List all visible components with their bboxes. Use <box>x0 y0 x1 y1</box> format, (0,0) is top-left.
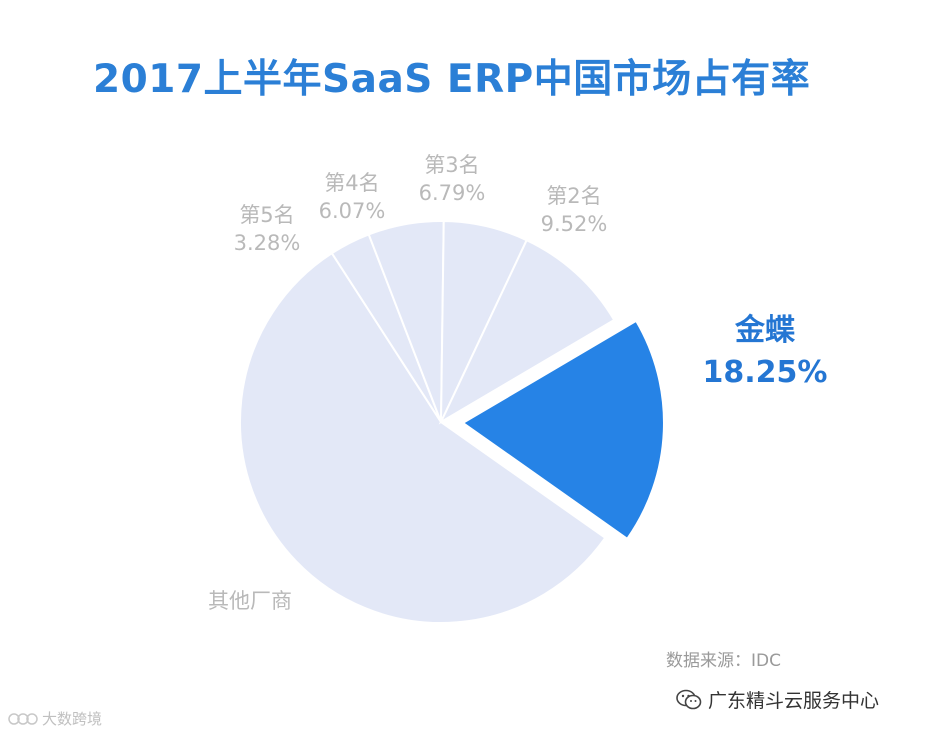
wechat-icon <box>676 689 702 709</box>
watermark-right: 广东精斗云服务中心 <box>676 686 879 713</box>
pie-slice-1 <box>461 319 665 541</box>
watermark-left-text: 大数跨境 <box>42 710 103 728</box>
slice-name-label: 第4名 <box>324 171 379 195</box>
watermark-logo-icon <box>8 712 38 725</box>
pie-slice-2 <box>238 251 607 624</box>
source-note: 数据来源：IDC <box>666 651 781 671</box>
slice-name-label: 第2名 <box>546 184 601 208</box>
pie-slices <box>238 220 665 624</box>
watermark-left: 大数跨境 <box>8 708 102 729</box>
slice-value-label: 9.52% <box>541 212 608 236</box>
slice-name-label: 第5名 <box>239 203 294 227</box>
pie-slice-6 <box>438 238 616 425</box>
slice-name-label: 第3名 <box>424 153 479 177</box>
chart-title: 2017上半年SaaS ERP中国市场占有率 <box>93 57 811 102</box>
watermark-right-text: 广东精斗云服务中心 <box>708 690 880 712</box>
slice-value-label: 18.25% <box>703 355 828 390</box>
slice-value-label: 6.79% <box>419 181 486 205</box>
slice-name-label: 其他厂商 <box>208 589 292 613</box>
pie-labels: 金蝶 18.25% 其他厂商 第5名 3.28% 第4名 6.07% 第3名 6.79% 第2名 9… <box>208 153 827 613</box>
slice-value-label: 6.07% <box>319 199 386 223</box>
slice-value-label: 3.28% <box>234 231 301 255</box>
slice-name-label: 金蝶 <box>734 313 796 348</box>
